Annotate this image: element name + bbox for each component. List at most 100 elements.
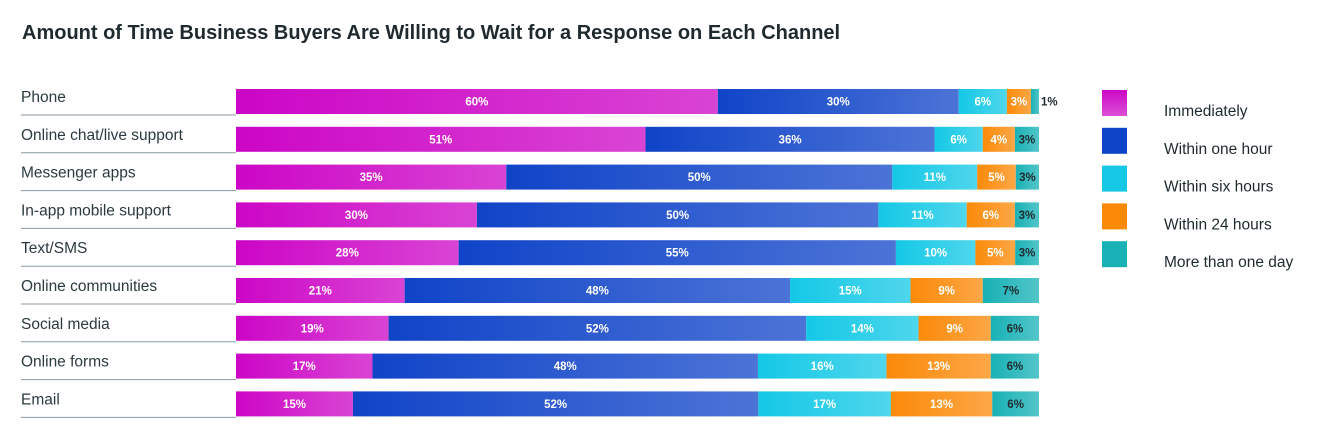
bar-segment-within-24-hours	[918, 315, 991, 341]
bar-segment-within-one-hour	[404, 278, 791, 303]
legend-label: Within 24 hours	[1164, 216, 1272, 233]
data-label: 6%	[1007, 361, 1024, 373]
bar-segment-immediately	[236, 391, 353, 417]
bar-segment-more-than-one-day	[982, 278, 1039, 303]
data-label: 52%	[544, 399, 567, 411]
data-label: 28%	[336, 248, 359, 260]
bar-segment-more-than-one-day	[990, 353, 1039, 379]
bar-segment-immediately	[236, 202, 477, 228]
row-phone: Phone 60% 30% 6% 3% 1%	[21, 89, 1058, 116]
category-label: In-app mobile support	[21, 202, 172, 219]
bar-segment-within-24-hours	[910, 278, 983, 303]
bar-segment-within-24-hours	[966, 202, 1015, 228]
bar-segment-within-24-hours	[890, 391, 993, 417]
chart-rows: Phone 60% 30% 6% 3% 1% Online chat/live suppor…	[21, 89, 1058, 418]
data-label: 13%	[930, 399, 953, 411]
data-label: 17%	[813, 399, 836, 411]
bar-segment-within-six-hours	[806, 315, 919, 341]
data-label: 52%	[586, 323, 609, 335]
data-label: 11%	[911, 210, 933, 222]
category-label: Online chat/live support	[21, 127, 184, 144]
data-label: 21%	[309, 286, 332, 298]
bar-segment-within-six-hours	[892, 164, 978, 190]
category-label: Online forms	[21, 354, 109, 371]
row-in-app-mobile-support: In-app mobile support 30% 50% 11% 6% 3%	[21, 202, 1039, 229]
data-label: 30%	[345, 210, 368, 222]
data-label: 16%	[811, 361, 834, 373]
category-label: Email	[21, 391, 60, 408]
legend-item-immediately: Immediately	[1102, 90, 1248, 120]
data-label: 6%	[983, 210, 1000, 222]
bar-segment-immediately	[236, 278, 405, 303]
bar-segment-more-than-one-day	[1030, 89, 1039, 114]
category-label: Messenger apps	[21, 165, 136, 182]
bar-segment-within-24-hours	[886, 353, 991, 379]
data-label: 15%	[839, 286, 862, 298]
row-online-communities: Online communities 21% 48% 15% 9% 7%	[21, 278, 1039, 305]
data-label: 3%	[1019, 210, 1036, 222]
data-label: 36%	[779, 134, 802, 146]
bar-segment-immediately	[236, 240, 459, 266]
bar-segment-more-than-one-day	[990, 315, 1039, 341]
legend-swatch	[1102, 241, 1127, 268]
row-messenger-apps: Messenger apps 35% 50% 11% 5% 3%	[21, 164, 1039, 192]
data-label: 6%	[974, 97, 991, 109]
bar-segment-within-six-hours	[790, 278, 911, 303]
data-label: 11%	[924, 172, 946, 184]
data-label: 9%	[946, 323, 963, 335]
bar-segment-within-six-hours	[958, 89, 1007, 114]
bar-segment-immediately	[236, 315, 389, 341]
bar-segment-within-24-hours	[977, 164, 1016, 190]
bar-segment-within-one-hour	[717, 89, 959, 114]
chart-title: Amount of Time Business Buyers Are Willi…	[22, 22, 841, 44]
legend-label: Within six hours	[1164, 179, 1274, 196]
data-label: 17%	[293, 361, 316, 373]
data-label: 50%	[666, 210, 689, 222]
bar-segment-within-24-hours	[1006, 89, 1031, 114]
legend-item-within-24-hours: Within 24 hours	[1102, 203, 1272, 233]
bar-segment-immediately	[236, 164, 507, 190]
data-label: 3%	[1019, 172, 1036, 184]
row-online-chat-live-support: Online chat/live support 51% 36% 6% 4% 3%	[21, 126, 1039, 154]
bar-segment-more-than-one-day	[1014, 126, 1039, 152]
bar-segment-more-than-one-day	[1014, 202, 1039, 228]
bar-segment-within-six-hours	[758, 391, 891, 417]
legend-label: Within one hour	[1164, 141, 1273, 158]
legend: Immediately Within one hour Within six hou…	[1102, 90, 1294, 271]
bar-segment-within-24-hours	[975, 240, 1016, 266]
data-label: 10%	[924, 248, 947, 260]
data-label: 5%	[988, 172, 1005, 184]
data-label: 5%	[987, 248, 1004, 260]
category-label: Social media	[21, 316, 110, 333]
bar-segment-within-six-hours	[895, 240, 976, 266]
data-label: 51%	[429, 134, 452, 146]
bar-segment-within-one-hour	[352, 391, 759, 417]
bar-segment-immediately	[236, 353, 373, 379]
bar-segment-within-one-hour	[458, 240, 896, 266]
data-label: 48%	[586, 286, 609, 298]
legend-item-within-one-hour: Within one hour	[1102, 127, 1273, 158]
bar-segment-immediately	[236, 126, 646, 152]
legend-label: More than one day	[1164, 254, 1294, 271]
data-label: 4%	[991, 134, 1008, 146]
legend-swatch	[1102, 127, 1127, 154]
data-label: 19%	[301, 323, 324, 335]
bar-segment-within-24-hours	[982, 126, 1015, 152]
data-label: 7%	[1003, 286, 1020, 298]
bar-segment-within-one-hour	[388, 315, 807, 341]
legend-swatch	[1102, 165, 1127, 192]
legend-label: Immediately	[1164, 103, 1248, 120]
bar-segment-within-six-hours	[878, 202, 967, 228]
row-social-media: Social media 19% 52% 14% 9% 6%	[21, 315, 1039, 343]
bar-segment-within-one-hour	[476, 202, 879, 228]
category-label: Text/SMS	[21, 240, 87, 257]
row-email: Email 15% 52% 17% 13% 6%	[21, 391, 1039, 418]
data-label: 50%	[688, 172, 711, 184]
row-online-forms: Online forms 17% 48% 16% 13% 6%	[21, 353, 1039, 381]
bar-segment-within-six-hours	[757, 353, 887, 379]
data-label: 3%	[1019, 248, 1036, 260]
data-label: 3%	[1011, 97, 1028, 109]
data-label: 6%	[1007, 323, 1024, 335]
data-label: 30%	[827, 97, 850, 109]
